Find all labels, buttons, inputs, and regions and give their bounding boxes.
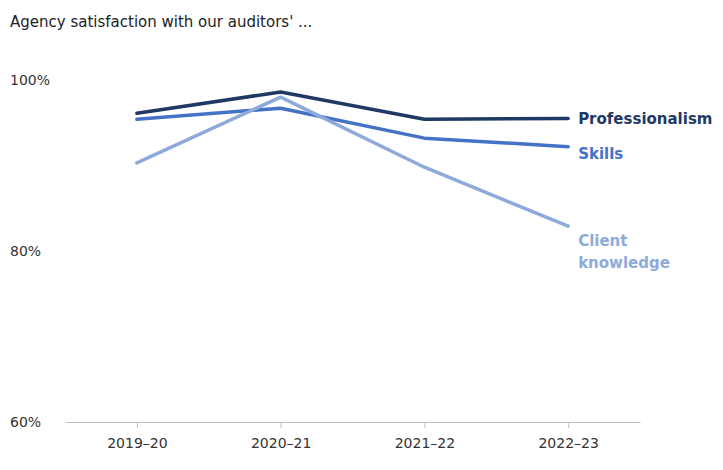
series-line: [137, 108, 568, 146]
y-tick: 80%: [10, 243, 65, 259]
x-tick-mark: [424, 422, 425, 428]
x-tick-mark: [281, 422, 282, 428]
series-label: Skills: [578, 145, 623, 163]
x-axis: 2019–20 2020–21 2021–22 2022–23: [66, 422, 641, 451]
y-axis-line: [65, 81, 66, 423]
x-tick-mark: [568, 422, 569, 428]
x-tick-label: 2022–23: [538, 435, 598, 451]
title: Agency satisfaction with our auditors' .…: [10, 13, 312, 31]
x-tick: 2020–21: [251, 422, 311, 451]
x-tick: 2022–23: [538, 422, 598, 451]
x-tick-label: 2021–22: [395, 435, 455, 451]
series-label-line: Client: [578, 232, 627, 250]
series-label: Client knowledge: [578, 232, 670, 272]
series-line: [137, 97, 568, 226]
x-axis-line: [66, 422, 641, 423]
x-tick: 2019–20: [107, 422, 167, 451]
x-tick-mark: [137, 422, 138, 428]
x-tick-label: 2019–20: [107, 435, 167, 451]
x-tick-label: 2020–21: [251, 435, 311, 451]
y-tick-label: 100%: [10, 72, 50, 88]
x-tick: 2021–22: [395, 422, 455, 451]
y-axis: 60% 80% 100%: [10, 72, 66, 430]
plot-area: [137, 92, 568, 226]
chart: Agency satisfaction with our auditors' .…: [0, 0, 723, 470]
y-tick-label: 80%: [10, 243, 41, 259]
series-labels: Professionalism Skills Client knowledge: [578, 110, 712, 272]
series-label-line: knowledge: [578, 254, 670, 272]
series-label: Professionalism: [578, 110, 712, 128]
y-tick: 60%: [10, 414, 65, 430]
y-tick-label: 60%: [10, 414, 41, 430]
y-tick: 100%: [10, 72, 65, 88]
